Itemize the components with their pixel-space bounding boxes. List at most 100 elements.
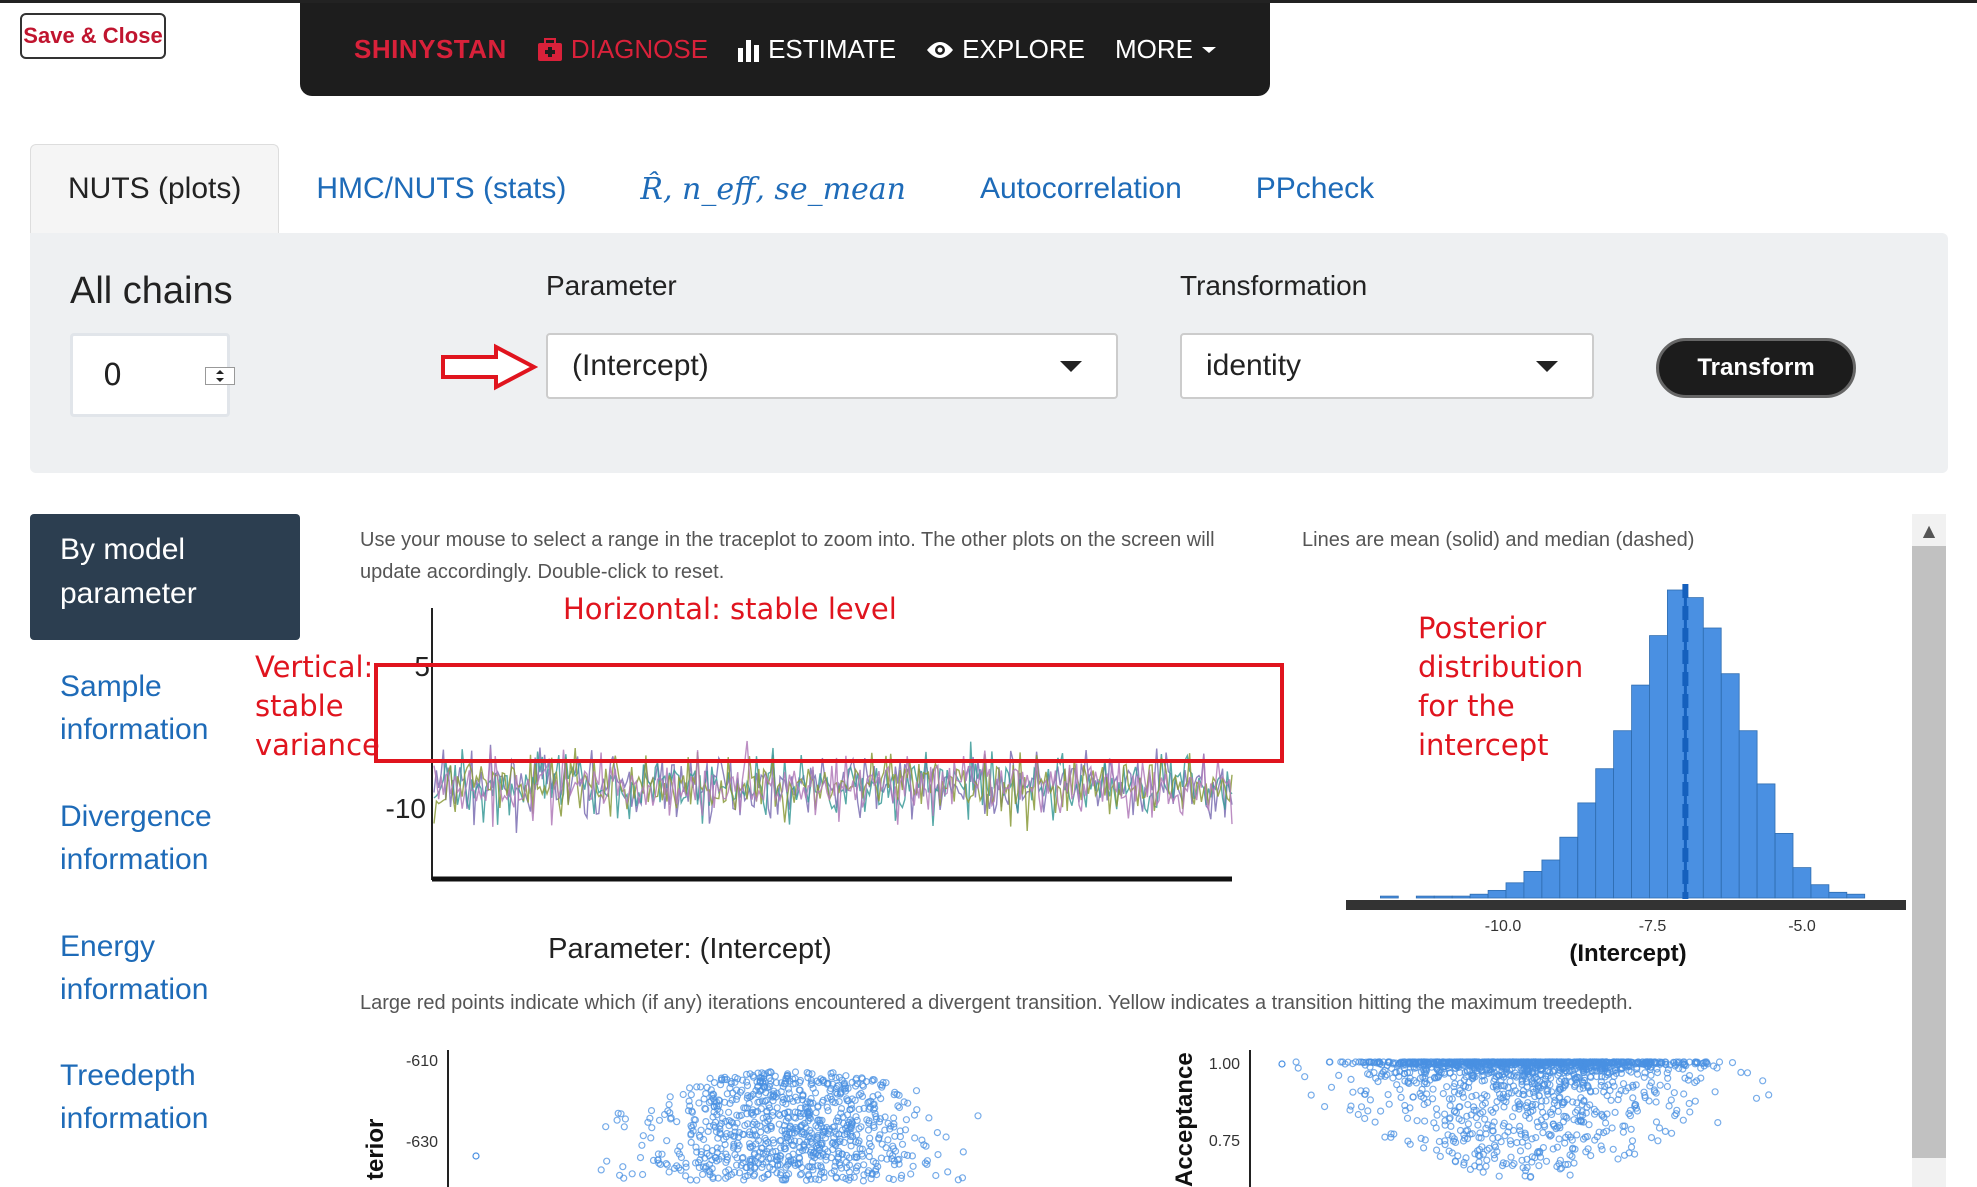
scatter1-point	[835, 1149, 843, 1158]
tab-hmc-nuts-stats[interactable]: HMC/NUTS (stats)	[316, 172, 567, 205]
traceplot[interactable]: 5 -10 Parameter: (Intercept)	[370, 600, 1290, 980]
scatter2-point	[1426, 1058, 1435, 1066]
scatter2-point	[1620, 1151, 1629, 1159]
scatter1-point	[766, 1068, 774, 1076]
tab-rhat-label: R̂, n_eff, se_mean	[640, 171, 906, 207]
scatter1-point	[812, 1122, 820, 1130]
spinner-icon[interactable]	[205, 367, 235, 385]
scatter2-point	[1633, 1070, 1642, 1078]
scatter1-point	[944, 1168, 952, 1176]
scatter1-point	[794, 1096, 802, 1104]
scatter1-point	[808, 1079, 816, 1087]
save-close-button[interactable]: Save & Close	[20, 13, 166, 59]
scatter2-point	[1598, 1110, 1606, 1119]
scatter1-point	[647, 1106, 656, 1115]
scatter2-point	[1646, 1082, 1654, 1090]
scatter2-point	[1483, 1146, 1491, 1154]
scatter2-point	[1765, 1091, 1773, 1099]
scatter2-point	[1709, 1062, 1718, 1070]
scatter2-point	[1479, 1168, 1487, 1176]
scatter1-point	[693, 1148, 701, 1156]
scatter2-point	[1566, 1171, 1574, 1179]
scatter2-point	[1553, 1162, 1561, 1171]
scatter2-point	[1432, 1074, 1441, 1082]
scatter1-point	[844, 1084, 852, 1093]
scatter2-point	[1473, 1067, 1481, 1075]
scrollbar-thumb[interactable]	[1912, 546, 1946, 1158]
tab-ppcheck[interactable]: PPcheck	[1255, 172, 1375, 205]
sidebar-item-energy-information[interactable]: Energy information	[60, 930, 209, 1006]
scatter1-point	[855, 1091, 863, 1099]
sidebar-item-treedepth-information[interactable]: Treedepth information	[60, 1059, 209, 1135]
scatter2-point	[1490, 1151, 1498, 1159]
sidebar-item-divergence-information[interactable]: Divergence information	[60, 800, 212, 876]
scatter2-point	[1608, 1124, 1616, 1132]
transformation-select[interactable]: identity	[1180, 333, 1594, 399]
scatter2-point	[1441, 1110, 1449, 1118]
scatter1-point	[682, 1163, 690, 1171]
scatter1-point	[934, 1150, 942, 1159]
scatter1-point	[705, 1161, 714, 1169]
scatter2-ytick: 1.00	[1209, 1056, 1240, 1073]
scatter1-point	[852, 1167, 860, 1175]
scatter1-point	[735, 1128, 743, 1137]
nav-brand[interactable]: SHINYSTAN	[354, 34, 507, 64]
scatter2-point	[1496, 1058, 1504, 1066]
scatter1-point	[872, 1171, 881, 1179]
scatter2-point	[1640, 1088, 1648, 1096]
scatter2-point	[1421, 1117, 1429, 1125]
scatter1-point	[655, 1159, 663, 1167]
nav-more[interactable]: MORE	[1115, 34, 1217, 65]
sidebar-item-sample-information[interactable]: Sample information	[60, 670, 209, 746]
scatter1-point	[901, 1126, 910, 1134]
scatter2-point	[1445, 1095, 1453, 1103]
scroll-up-icon[interactable]: ▲	[1922, 520, 1936, 540]
scatter1-point	[781, 1126, 789, 1134]
scatter2-point	[1354, 1110, 1362, 1119]
annotation-posterior-line: distribution	[1418, 650, 1584, 684]
scatter2-point	[1752, 1094, 1761, 1102]
scatter2-point	[1519, 1087, 1527, 1095]
scatter2-point	[1504, 1083, 1512, 1092]
scatter2-point	[1560, 1098, 1568, 1106]
scatter2-point	[1554, 1058, 1562, 1066]
scatter2-point	[1632, 1104, 1640, 1112]
scatter1-point	[904, 1099, 912, 1107]
scatter2-point	[1555, 1077, 1563, 1086]
parameter-select[interactable]: (Intercept)	[546, 333, 1118, 399]
scatter1-point	[789, 1125, 797, 1133]
scatter2-point	[1477, 1066, 1486, 1074]
scatter2-point	[1390, 1130, 1398, 1138]
scatter2-point	[1597, 1081, 1605, 1090]
chains-input[interactable]: 0	[70, 333, 235, 417]
scatter1-point	[722, 1133, 730, 1141]
scatter1-point	[822, 1156, 830, 1164]
scatter2-point	[1569, 1098, 1577, 1106]
annotation-horizontal: Horizontal: stable level	[563, 592, 897, 626]
scatter2-point	[1635, 1059, 1643, 1067]
tab-rhat-neff-se[interactable]: R̂, n_eff, se_mean	[603, 145, 943, 233]
scatter1-point	[723, 1156, 731, 1164]
scatter2-point	[1401, 1101, 1409, 1110]
scatter1-point	[879, 1078, 887, 1087]
scatter1-point	[805, 1171, 813, 1179]
tab-autocorrelation[interactable]: Autocorrelation	[979, 172, 1182, 205]
tab-nuts-plots[interactable]: NUTS (plots)	[30, 144, 280, 233]
scatter1-point	[798, 1130, 806, 1138]
nav-explore[interactable]: EXPLORE	[926, 34, 1085, 65]
nav-estimate[interactable]: ESTIMATE	[738, 34, 896, 65]
scatter2-point	[1609, 1058, 1617, 1066]
hist-bar	[1774, 832, 1794, 899]
scatter1-point	[804, 1117, 812, 1125]
medkit-icon	[537, 37, 562, 61]
sidebar-item-by-model-parameter[interactable]: By model parameter	[30, 514, 300, 640]
scatter1-point	[825, 1127, 833, 1135]
scatter1-point	[762, 1136, 770, 1145]
scatter2-point	[1482, 1162, 1490, 1170]
nav-diagnose[interactable]: DIAGNOSE	[537, 34, 708, 65]
hist-bar	[1631, 684, 1650, 899]
scatter1-point	[784, 1085, 793, 1093]
transform-button[interactable]: Transform	[1656, 338, 1856, 398]
scatter2-point	[1361, 1114, 1369, 1123]
scatter2-point	[1472, 1113, 1480, 1122]
